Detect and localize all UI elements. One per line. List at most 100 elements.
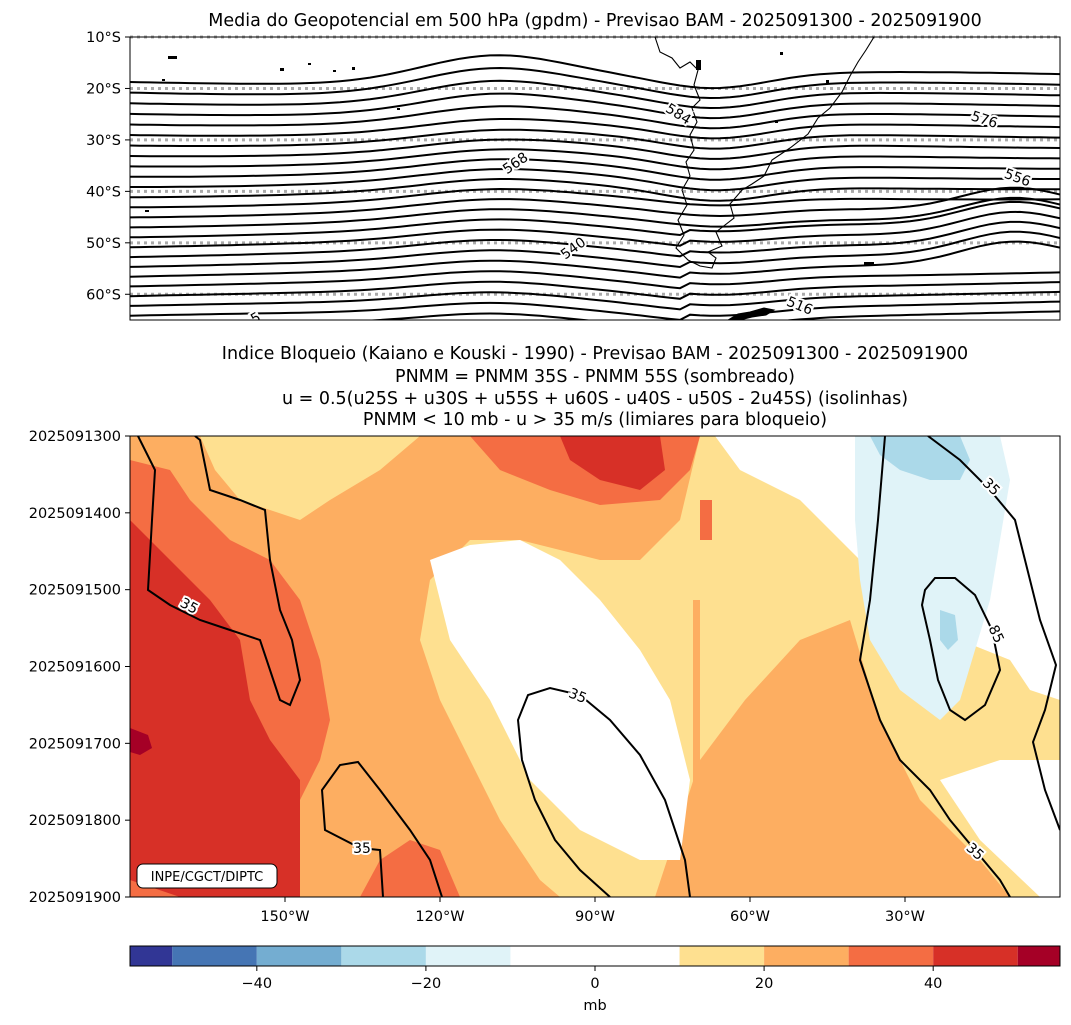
colorbar-segment — [425, 946, 511, 966]
geopotential-contour-line — [130, 220, 1060, 259]
shade-red-west — [130, 520, 300, 897]
credit-badge-box — [136, 863, 278, 889]
map-frame — [129, 36, 1061, 321]
colorbar-ticks: −40 −20 0 20 40 — [242, 966, 942, 992]
geopotential-contour-line — [130, 186, 1060, 219]
hovmoller-plot-area: 35 35 35 35 85 35 — [130, 436, 1060, 897]
shade-orange-narrow — [693, 600, 700, 897]
colorbar-segment — [933, 946, 1018, 966]
colorbar-segment — [1017, 946, 1060, 966]
hov-x-tick-label: 60°W — [730, 909, 770, 925]
hov-x-tick-label: 30°W — [885, 909, 925, 925]
geopotential-contour-line — [130, 290, 1060, 311]
shade-blue-small — [940, 610, 958, 650]
credit-text: INPE/CGCT/DIPTC — [151, 870, 263, 885]
map-plot-area: 584 576 568 556 540 516 5 — [130, 37, 1060, 341]
map-y-tick-label: 20°S — [86, 81, 121, 97]
geopotential-contour-line — [130, 178, 1060, 202]
geopotential-contour-line — [130, 168, 1060, 192]
map-islands — [145, 52, 874, 266]
colorbar-tick-label: 40 — [924, 976, 942, 992]
hov-title-line-4: PNMM < 10 mb - u > 35 m/s (limiares para… — [363, 410, 827, 430]
shade-darkred — [130, 728, 152, 755]
contour-label-540: 540 — [558, 234, 589, 263]
hov-y-tick-label: 2025091300 — [29, 429, 121, 445]
map-y-axis: 10°S 20°S 30°S 40°S 50°S 60°S — [86, 30, 130, 303]
shade-white-center — [430, 540, 690, 860]
isolines — [137, 436, 1060, 897]
hov-y-tick-label: 2025091600 — [29, 660, 121, 676]
geopotential-contour-line — [130, 196, 1060, 229]
map-y-tick-label: 30°S — [86, 133, 121, 149]
geopotential-contour-line — [130, 321, 1060, 341]
hov-y-tick-label: 2025091900 — [29, 890, 121, 906]
geopotential-contour-line — [130, 54, 1060, 90]
geopotential-contour-line — [130, 148, 1060, 171]
hov-y-tick-label: 2025091500 — [29, 583, 121, 599]
contour-label-5: 5 — [248, 309, 264, 327]
isoline-35-south — [320, 760, 443, 897]
colorbar-tick-label: −20 — [411, 976, 442, 992]
map-title: Media do Geopotencial em 500 hPa (gpdm) … — [208, 11, 981, 31]
colorbar-segment — [679, 946, 765, 966]
colorbar-segment — [341, 946, 426, 966]
map-y-tick-label: 50°S — [86, 236, 121, 252]
hov-x-tick-label: 90°W — [575, 909, 615, 925]
isoline-35-west — [137, 436, 302, 707]
colorbar — [129, 945, 1061, 967]
shade-redorange-south — [360, 840, 460, 897]
map-y-tick-label: 10°S — [86, 30, 121, 46]
shade-redorange-east — [700, 500, 712, 540]
antarctic-peninsula — [727, 307, 776, 320]
colorbar-tick-label: 0 — [590, 976, 599, 992]
contour-label-576: 576 — [969, 108, 999, 132]
map-y-tick-label: 60°S — [86, 287, 121, 303]
colorbar-segment — [510, 946, 680, 966]
colorbar-segment — [256, 946, 342, 966]
contour-label-556: 556 — [1002, 166, 1033, 190]
isoline-35-east-outer — [927, 436, 1060, 831]
geopotential-contour-line — [130, 158, 1060, 181]
hovmoller-title: Indice Bloqueio (Kaiano e Kouski - 1990)… — [222, 344, 968, 430]
geopotential-contour-line — [130, 270, 1060, 290]
geopotential-contour-line — [130, 79, 1060, 110]
colorbar-segment — [764, 946, 849, 966]
geopotential-contour-line — [130, 230, 1060, 269]
geopotential-contour-line — [130, 105, 1060, 130]
geopotential-contour-line — [130, 138, 1060, 160]
hov-title-line-2: PNMM = PNMM 35S - PNMM 55S (sombreado) — [395, 367, 795, 387]
geopotential-contour-line — [130, 128, 1060, 150]
geopotential-contour-line — [130, 280, 1060, 300]
isoline-85 — [920, 577, 1002, 722]
hov-title-line-3: u = 0.5(u25S + u30S + u55S + u60S - u40S… — [282, 389, 908, 409]
colorbar-tick-label: −40 — [242, 976, 273, 992]
colorbar-segment — [130, 946, 173, 966]
geopotential-contour-line — [130, 300, 1060, 320]
isoline-35-east — [858, 436, 1011, 897]
colorbar-segment — [172, 946, 257, 966]
shade-white-southeast — [940, 760, 1060, 897]
shade-orange-east — [655, 620, 1010, 897]
contour-label-568: 568 — [500, 150, 531, 178]
geopotential-contour-line — [130, 240, 1060, 279]
hovmoller-x-axis: 150°W 120°W 90°W 60°W 30°W — [260, 897, 925, 925]
geopotential-contour-line — [361, 310, 1060, 320]
hov-y-tick-label: 2025091700 — [29, 736, 121, 752]
colorbar-segment — [848, 946, 934, 966]
geopotential-contour-line — [130, 200, 1060, 239]
map-y-tick-label: 40°S — [86, 184, 121, 200]
isoline-label-south: 35 — [353, 841, 371, 857]
hov-x-tick-label: 150°W — [260, 909, 309, 925]
geopotential-contour-line — [130, 118, 1060, 140]
colorbar-label: mb — [583, 998, 606, 1014]
geopotential-contour-line — [130, 210, 1060, 249]
geopotential-contour-line — [130, 187, 1060, 209]
colorbar-tick-label: 20 — [755, 976, 773, 992]
geopotential-contours — [130, 54, 1060, 341]
shade-blue — [870, 436, 970, 480]
hov-y-tick-label: 2025091400 — [29, 506, 121, 522]
hov-y-tick-label: 2025091800 — [29, 813, 121, 829]
credit-badge: INPE/CGCT/DIPTC — [136, 863, 278, 889]
geopotential-contour-line — [130, 66, 1060, 100]
